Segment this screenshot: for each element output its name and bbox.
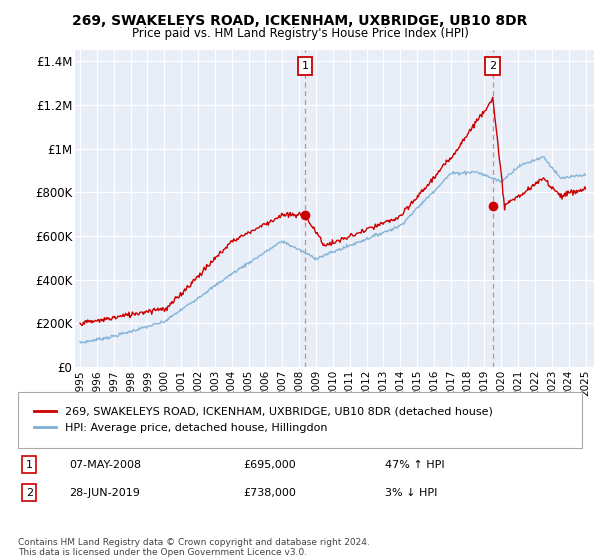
Text: £695,000: £695,000 — [244, 460, 296, 470]
Legend: 269, SWAKELEYS ROAD, ICKENHAM, UXBRIDGE, UB10 8DR (detached house), HPI: Average: 269, SWAKELEYS ROAD, ICKENHAM, UXBRIDGE,… — [29, 402, 497, 438]
Text: 269, SWAKELEYS ROAD, ICKENHAM, UXBRIDGE, UB10 8DR: 269, SWAKELEYS ROAD, ICKENHAM, UXBRIDGE,… — [73, 14, 527, 28]
Text: 1: 1 — [302, 60, 308, 71]
Text: 1: 1 — [26, 460, 33, 470]
Text: Price paid vs. HM Land Registry's House Price Index (HPI): Price paid vs. HM Land Registry's House … — [131, 27, 469, 40]
Text: 2: 2 — [489, 60, 496, 71]
Text: 2: 2 — [26, 488, 33, 498]
Text: 3% ↓ HPI: 3% ↓ HPI — [385, 488, 437, 498]
Text: 07-MAY-2008: 07-MAY-2008 — [69, 460, 141, 470]
Text: Contains HM Land Registry data © Crown copyright and database right 2024.
This d: Contains HM Land Registry data © Crown c… — [18, 538, 370, 557]
Text: 47% ↑ HPI: 47% ↑ HPI — [385, 460, 444, 470]
Text: 28-JUN-2019: 28-JUN-2019 — [69, 488, 140, 498]
FancyBboxPatch shape — [18, 392, 582, 448]
Text: £738,000: £738,000 — [244, 488, 296, 498]
